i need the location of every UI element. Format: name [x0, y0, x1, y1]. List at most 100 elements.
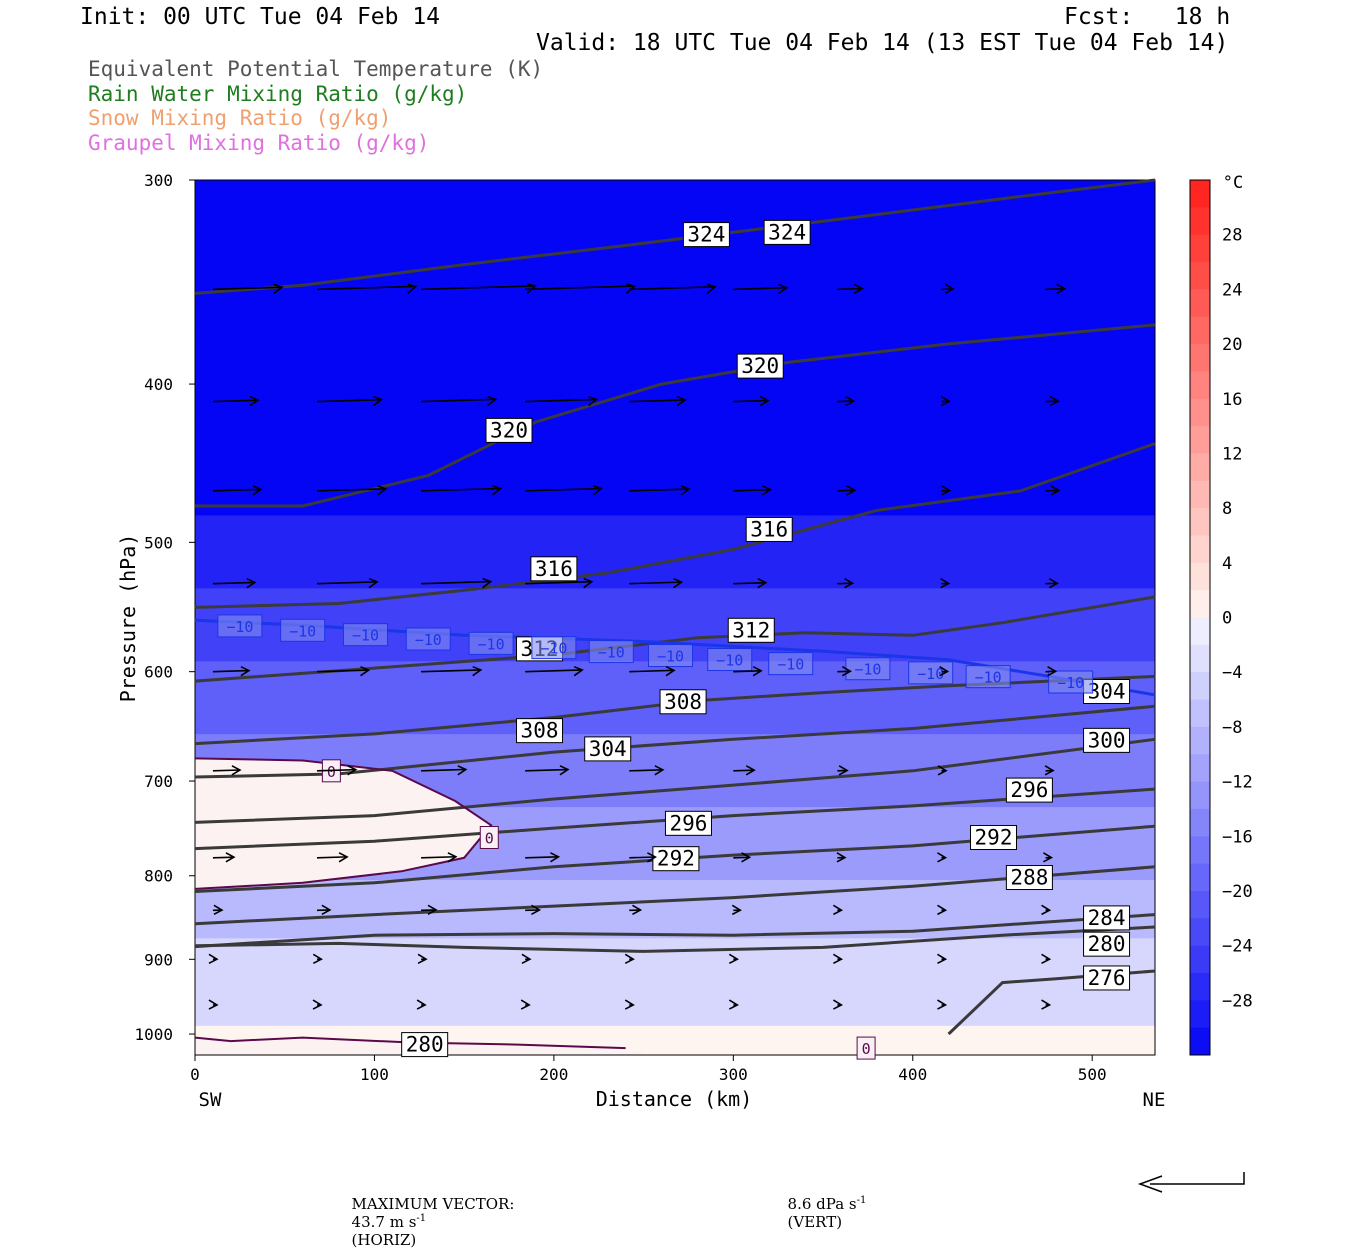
colorbar-label: −4 — [1222, 663, 1242, 683]
colorbar-label: −24 — [1222, 937, 1253, 957]
x-axis-label: Distance (km) — [596, 1087, 753, 1111]
wind-vector-shaft — [733, 671, 761, 672]
theta-e-label: 300 — [1088, 728, 1126, 752]
y-tick-label: 300 — [144, 171, 173, 190]
temp-band — [195, 968, 1155, 983]
wind-vector-shaft — [421, 857, 456, 858]
colorbar — [1190, 180, 1210, 1056]
wind-vector-shaft — [213, 671, 249, 672]
y-tick-label: 400 — [144, 375, 173, 394]
colorbar-cell — [1190, 235, 1210, 263]
y-tick-label: 600 — [144, 663, 173, 682]
theta-e-label: 304 — [1088, 679, 1126, 703]
colorbar-label: −20 — [1222, 882, 1253, 902]
theta-e-label: 316 — [535, 557, 573, 581]
colorbar-label: 4 — [1222, 554, 1232, 574]
isotherm-label: −10 — [598, 644, 625, 662]
horiz-unit: (HORIZ) — [352, 1231, 417, 1249]
temp-band — [195, 515, 1155, 530]
colorbar-cell — [1190, 289, 1210, 317]
colorbar-cell — [1190, 864, 1210, 892]
theta-e-label: 320 — [741, 354, 779, 378]
theta-e-label: 280 — [1088, 932, 1126, 956]
colorbar-unit: °C — [1223, 173, 1243, 193]
isotherm-label: −10 — [716, 652, 743, 670]
colorbar-cell — [1190, 481, 1210, 509]
colorbar-label: 16 — [1222, 390, 1242, 410]
temp-band — [195, 428, 1155, 443]
isotherm-label: 0 — [327, 763, 336, 781]
temp-band — [195, 253, 1155, 268]
colorbar-cell — [1190, 590, 1210, 618]
colorbar-cell — [1190, 535, 1210, 563]
wind-vector-shaft — [837, 289, 862, 290]
wind-vector-shaft — [837, 490, 854, 491]
cross-section-chart: 3243243203203163163123123083083043043002… — [0, 0, 1350, 1200]
temp-band — [195, 457, 1155, 472]
temp-band — [195, 895, 1155, 910]
wind-vector-shaft — [629, 857, 655, 858]
colorbar-cell — [1190, 782, 1210, 810]
reference-vector — [1150, 1172, 1244, 1184]
colorbar-cell — [1190, 727, 1210, 755]
vert-exponent: -1 — [857, 1195, 867, 1206]
x-end-label-left: SW — [199, 1089, 222, 1111]
wind-vector-shaft — [1046, 289, 1065, 290]
temp-band — [195, 311, 1155, 326]
theta-e-label: 324 — [768, 220, 806, 244]
temp-band — [195, 180, 1155, 195]
theta-e-label: 320 — [490, 418, 528, 442]
max-vector-vert-value: 8.6 dPa s — [788, 1195, 857, 1213]
temp-band — [195, 1011, 1155, 1026]
theta-e-label: 308 — [521, 719, 559, 743]
theta-e-label: 308 — [664, 690, 702, 714]
isotherm-label: −10 — [1057, 674, 1084, 692]
colorbar-label: 20 — [1222, 335, 1242, 355]
colorbar-cell — [1190, 754, 1210, 782]
temp-band — [195, 472, 1155, 487]
isotherm-label: −10 — [226, 618, 253, 636]
temp-band — [195, 953, 1155, 968]
temp-band — [195, 209, 1155, 224]
theta-e-label: 288 — [1010, 866, 1048, 890]
colorbar-cell — [1190, 946, 1210, 974]
colorbar-cell — [1190, 207, 1210, 235]
colorbar-label: 24 — [1222, 280, 1242, 300]
colorbar-cell — [1190, 262, 1210, 290]
x-tick-label: 500 — [1078, 1065, 1107, 1084]
colorbar-cell — [1190, 809, 1210, 837]
x-tick-label: 400 — [898, 1065, 927, 1084]
colorbar-label: −8 — [1222, 718, 1242, 738]
temp-band — [195, 982, 1155, 997]
x-tick-label: 0 — [190, 1065, 200, 1084]
temp-band — [195, 603, 1155, 618]
max-vector-label: MAXIMUM VECTOR: — [352, 1195, 515, 1213]
wind-vector-shaft — [213, 770, 240, 771]
colorbar-cell — [1190, 973, 1210, 1001]
wind-vector-shaft — [733, 490, 770, 491]
isotherm-label: −10 — [657, 648, 684, 666]
colorbar-cell — [1190, 563, 1210, 591]
x-tick-label: 100 — [360, 1065, 389, 1084]
temp-band — [195, 530, 1155, 545]
temp-band — [195, 224, 1155, 239]
max-vector-vert: 8.6 dPa s-1 (VERT) — [778, 1177, 866, 1231]
colorbar-cell — [1190, 1028, 1210, 1056]
y-tick-label: 800 — [144, 867, 173, 886]
wind-vector-shaft — [733, 583, 765, 584]
wind-vector-shaft — [733, 401, 768, 402]
isotherm-label: −10 — [289, 622, 316, 640]
colorbar-label: −16 — [1222, 827, 1253, 847]
isotherm-label: −10 — [540, 640, 567, 658]
isotherm-label: −10 — [777, 656, 804, 674]
temp-band — [195, 384, 1155, 399]
temp-band — [195, 297, 1155, 312]
colorbar-cell — [1190, 645, 1210, 673]
colorbar-cell — [1190, 344, 1210, 372]
theta-e-label: 292 — [975, 825, 1013, 849]
temp-band — [195, 720, 1155, 735]
y-tick-label: 500 — [144, 533, 173, 552]
colorbar-cell — [1190, 918, 1210, 946]
colorbar-cell — [1190, 180, 1210, 208]
temp-band — [195, 545, 1155, 560]
